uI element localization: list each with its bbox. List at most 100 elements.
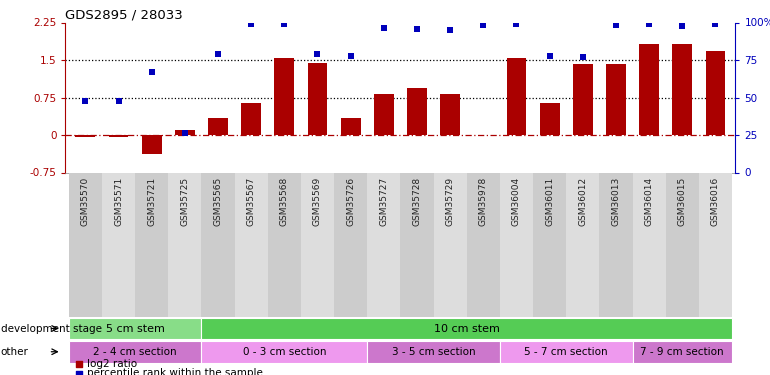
Point <box>146 69 158 75</box>
Bar <box>434 172 467 317</box>
Bar <box>75 135 95 137</box>
Point <box>643 21 655 27</box>
Point <box>511 21 523 27</box>
Bar <box>705 51 725 135</box>
Bar <box>467 172 500 317</box>
Text: 5 cm stem: 5 cm stem <box>105 324 165 333</box>
Bar <box>268 172 301 317</box>
Bar <box>533 172 566 317</box>
Bar <box>599 172 632 317</box>
Text: GSM35570: GSM35570 <box>81 177 90 226</box>
Bar <box>500 341 632 363</box>
Bar <box>135 172 169 317</box>
Bar <box>175 130 195 135</box>
Bar <box>540 102 560 135</box>
Point <box>278 21 290 27</box>
Text: GSM36011: GSM36011 <box>545 177 554 226</box>
Point <box>709 21 721 27</box>
Bar <box>274 57 294 135</box>
Point <box>212 51 224 57</box>
Text: GSM35729: GSM35729 <box>446 177 454 226</box>
Text: percentile rank within the sample: percentile rank within the sample <box>87 369 263 375</box>
Point <box>179 129 191 135</box>
Text: GDS2895 / 28033: GDS2895 / 28033 <box>65 8 183 21</box>
Bar <box>500 172 533 317</box>
Text: GSM36013: GSM36013 <box>611 177 621 226</box>
Point <box>676 23 688 29</box>
Bar <box>666 172 699 317</box>
Bar <box>672 44 692 135</box>
Point <box>112 98 125 104</box>
Text: GSM35978: GSM35978 <box>479 177 488 226</box>
Text: development stage: development stage <box>1 324 102 333</box>
Bar <box>69 172 102 317</box>
Text: GSM35569: GSM35569 <box>313 177 322 226</box>
Bar <box>367 172 400 317</box>
Bar <box>142 135 162 154</box>
Text: GSM36012: GSM36012 <box>578 177 588 226</box>
Text: 2 - 4 cm section: 2 - 4 cm section <box>93 347 177 357</box>
Bar <box>301 172 334 317</box>
Point <box>73 361 85 367</box>
Bar <box>69 341 202 363</box>
Bar <box>507 57 527 135</box>
Point <box>79 98 92 104</box>
Text: GSM36015: GSM36015 <box>678 177 687 226</box>
Text: GSM35725: GSM35725 <box>180 177 189 226</box>
Text: 3 - 5 cm section: 3 - 5 cm section <box>392 347 475 357</box>
Bar <box>241 102 261 135</box>
Bar <box>400 172 434 317</box>
Bar <box>573 64 593 135</box>
Bar <box>334 172 367 317</box>
Bar <box>109 135 129 137</box>
Bar <box>202 172 235 317</box>
Text: GSM35565: GSM35565 <box>213 177 223 226</box>
Text: log2 ratio: log2 ratio <box>87 359 137 369</box>
Text: GSM36014: GSM36014 <box>644 177 654 226</box>
Text: other: other <box>1 347 28 357</box>
Text: GSM35567: GSM35567 <box>246 177 256 226</box>
Text: GSM35728: GSM35728 <box>413 177 421 226</box>
Text: 7 - 9 cm section: 7 - 9 cm section <box>641 347 724 357</box>
Bar <box>639 44 659 135</box>
Bar <box>407 87 427 135</box>
Point <box>610 22 622 28</box>
Text: GSM36004: GSM36004 <box>512 177 521 226</box>
Bar <box>374 94 393 135</box>
Text: 5 - 7 cm section: 5 - 7 cm section <box>524 347 608 357</box>
Point <box>444 27 457 33</box>
Bar <box>69 318 202 339</box>
Bar <box>235 172 268 317</box>
Point <box>477 22 490 28</box>
Bar <box>202 341 367 363</box>
Text: GSM35721: GSM35721 <box>147 177 156 226</box>
Text: GSM35726: GSM35726 <box>346 177 355 226</box>
Text: 10 cm stem: 10 cm stem <box>434 324 500 333</box>
Point <box>377 24 390 30</box>
Bar <box>102 172 135 317</box>
Bar <box>367 341 500 363</box>
Bar <box>632 341 732 363</box>
Text: GSM35727: GSM35727 <box>380 177 388 226</box>
Bar <box>566 172 599 317</box>
Text: GSM35568: GSM35568 <box>280 177 289 226</box>
Bar <box>307 63 327 135</box>
Bar <box>606 64 626 135</box>
Point <box>544 53 556 59</box>
Point <box>245 21 257 27</box>
Point <box>344 53 357 59</box>
Bar <box>632 172 666 317</box>
Bar <box>169 172 202 317</box>
Bar <box>208 117 228 135</box>
Bar <box>202 318 732 339</box>
Text: GSM35571: GSM35571 <box>114 177 123 226</box>
Point <box>311 51 323 57</box>
Bar <box>699 172 732 317</box>
Point <box>411 26 424 32</box>
Bar <box>340 117 360 135</box>
Point <box>577 54 589 60</box>
Text: GSM36016: GSM36016 <box>711 177 720 226</box>
Text: 0 - 3 cm section: 0 - 3 cm section <box>243 347 326 357</box>
Point <box>73 370 85 375</box>
Bar <box>440 94 460 135</box>
